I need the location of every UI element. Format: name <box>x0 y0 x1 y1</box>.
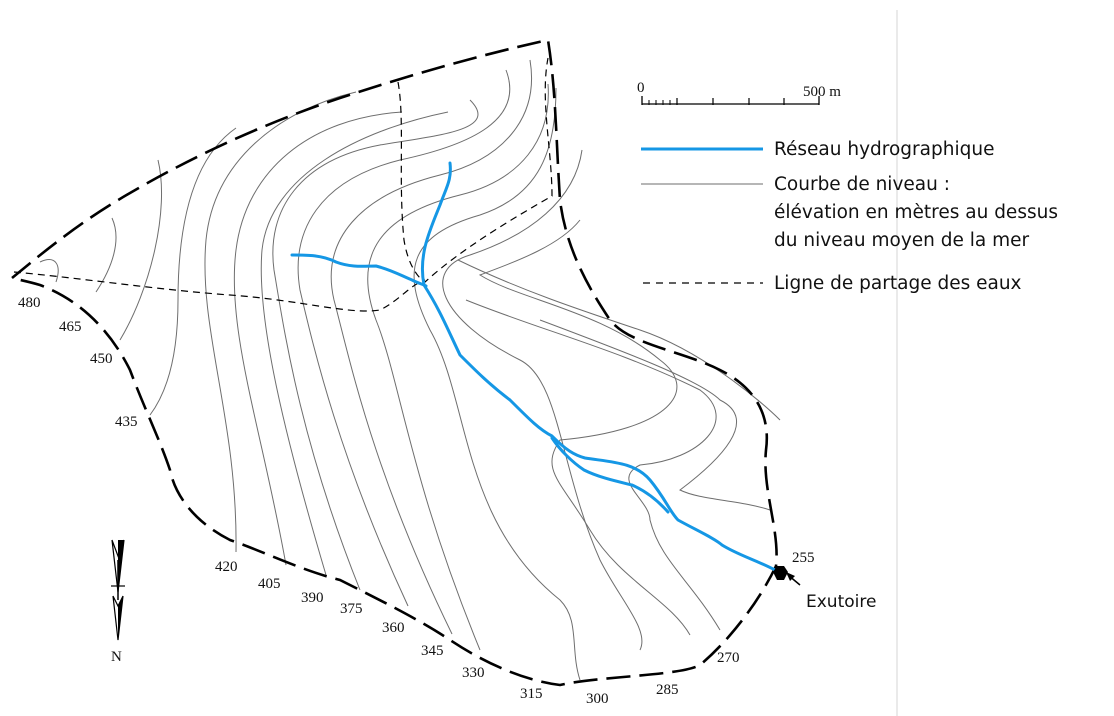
elevation-label: 315 <box>520 686 543 702</box>
contour-405 <box>233 111 403 566</box>
elevation-label: 480 <box>18 295 41 311</box>
legend-contour-label-line1: Courbe de niveau : <box>774 174 950 195</box>
legend: Réseau hydrographique Courbe de niveau :… <box>641 139 1058 294</box>
contour-285 <box>478 219 691 636</box>
river-west-tributary <box>290 253 428 288</box>
contour-435 <box>149 127 237 416</box>
outlet-point <box>773 566 788 580</box>
water-divide-north <box>397 57 553 283</box>
elevation-label: 330 <box>462 665 485 681</box>
scale-start-label: 0 <box>637 80 645 96</box>
elevation-label: 285 <box>656 682 679 698</box>
contour-390 <box>260 111 449 576</box>
elevation-label: 465 <box>59 319 82 335</box>
elevation-label: 420 <box>215 559 238 575</box>
contour-265 <box>539 319 771 511</box>
legend-contour-label-line3: du niveau moyen de la mer <box>774 230 1030 251</box>
scale-bar <box>641 96 820 105</box>
legend-river-label: Réseau hydrographique <box>774 139 994 160</box>
outlet-marker <box>773 566 801 586</box>
river-lower-branch <box>550 436 670 514</box>
elevation-label: 390 <box>301 590 324 606</box>
elevation-label: 300 <box>586 691 609 707</box>
contour-330 <box>367 83 549 651</box>
water-divide-west <box>13 271 426 312</box>
contour-450 <box>119 159 163 341</box>
legend-contour-label-line2: élévation en mètres au dessus <box>774 202 1058 223</box>
river-main-channel <box>420 161 777 572</box>
contour-270 <box>465 299 721 631</box>
contour-345 <box>330 59 532 635</box>
elevation-label: 375 <box>340 601 363 617</box>
legend-divide-label: Ligne de partage des eaux <box>774 273 1022 294</box>
contour-375 <box>272 99 479 591</box>
river-network <box>290 161 777 572</box>
elevation-label: 405 <box>258 576 281 592</box>
contour-300 <box>442 149 643 651</box>
elevation-label: 360 <box>382 620 405 636</box>
north-label: N <box>111 649 122 665</box>
contour-465 <box>95 217 117 293</box>
elevation-label: 345 <box>421 643 444 659</box>
elevation-labels: 480 465 450 435 420 405 390 375 360 345 … <box>18 295 740 707</box>
contour-lines <box>39 59 781 681</box>
outlet-label: Exutoire <box>806 592 876 612</box>
scale-end-label: 500 m <box>803 84 841 100</box>
outlet-elevation-label: 255 <box>792 550 815 566</box>
contour-360 <box>297 69 511 607</box>
outlet-arrow-head <box>786 572 795 581</box>
elevation-label: 270 <box>717 650 740 666</box>
contour-480 <box>39 259 59 283</box>
elevation-label: 435 <box>115 414 138 430</box>
contour-315 <box>413 87 581 681</box>
north-arrow-icon <box>111 539 125 641</box>
elevation-label: 450 <box>90 351 113 367</box>
watershed-boundary <box>11 38 778 687</box>
contour-420 <box>204 91 357 553</box>
